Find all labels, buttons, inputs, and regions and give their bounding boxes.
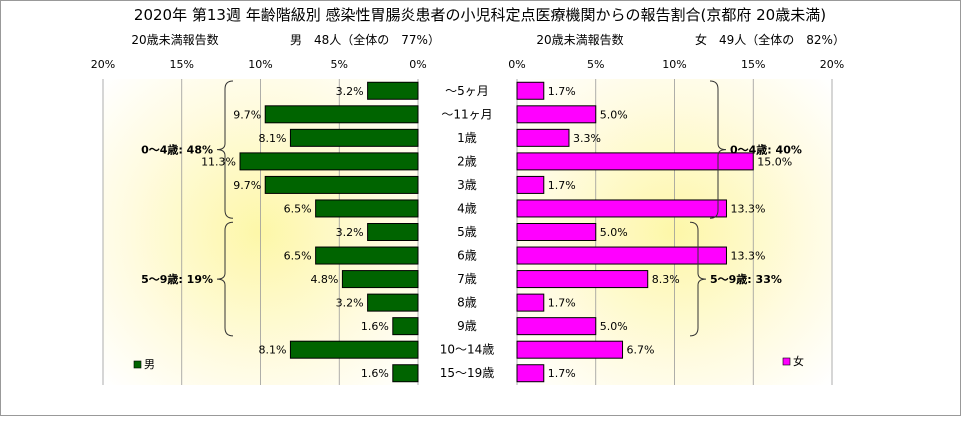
right-group-label: 5～9歳: 33% bbox=[710, 272, 782, 286]
male-data-label: 6.5% bbox=[284, 202, 312, 215]
male-data-label: 1.6% bbox=[361, 320, 389, 333]
legend-female-label: 女 bbox=[793, 354, 804, 368]
right-tick-label: 10% bbox=[662, 58, 686, 71]
right-group-brace bbox=[709, 80, 727, 219]
left-tick-label: 10% bbox=[248, 58, 272, 71]
left-tick-label: 5% bbox=[331, 58, 348, 71]
female-data-label: 1.7% bbox=[548, 179, 576, 192]
female-data-label: 3.3% bbox=[573, 132, 601, 145]
male-bar bbox=[315, 246, 419, 265]
female-bar bbox=[516, 175, 545, 194]
male-data-label: 1.6% bbox=[361, 367, 389, 380]
male-bar bbox=[341, 270, 419, 289]
category-label: ～5ヶ月 bbox=[445, 84, 489, 98]
female-bar bbox=[516, 223, 597, 241]
legend-male-label: 男 bbox=[144, 358, 155, 371]
female-data-label: 5.0% bbox=[600, 320, 628, 333]
male-data-label: 8.1% bbox=[258, 132, 286, 145]
category-label: 2歳 bbox=[457, 154, 477, 168]
female-data-label: 15.0% bbox=[757, 155, 792, 168]
legend-male-swatch bbox=[133, 360, 142, 369]
female-data-label: 5.0% bbox=[600, 226, 628, 239]
right-tick-label: 20% bbox=[820, 58, 844, 71]
male-bar bbox=[367, 223, 419, 241]
male-data-label: 9.7% bbox=[233, 108, 261, 121]
male-data-label: 3.2% bbox=[336, 297, 364, 310]
right-group-brace bbox=[689, 221, 707, 337]
female-bar bbox=[516, 128, 570, 147]
female-data-label: 1.7% bbox=[548, 297, 576, 310]
female-data-label: 13.3% bbox=[730, 202, 765, 215]
female-bar bbox=[516, 81, 545, 100]
right-tick-label: 5% bbox=[587, 58, 604, 71]
left-summary: 男 48人（全体の 77%） bbox=[290, 32, 440, 47]
chart-title: 2020年 第13週 年齢階級別 感染性胃腸炎患者の小児科定点医療機関からの報告… bbox=[134, 6, 826, 24]
category-label: 6歳 bbox=[457, 249, 477, 263]
female-data-label: 1.7% bbox=[548, 367, 576, 380]
female-data-label: 6.7% bbox=[627, 344, 655, 357]
male-bar bbox=[239, 152, 419, 171]
male-data-label: 9.7% bbox=[233, 179, 261, 192]
male-bar bbox=[367, 81, 419, 100]
left-group-label: 5～9歳: 19% bbox=[141, 272, 213, 286]
right-tick-label: 0% bbox=[508, 58, 525, 71]
male-bar bbox=[315, 199, 419, 218]
male-data-label: 8.1% bbox=[258, 344, 286, 357]
female-bar bbox=[516, 199, 727, 218]
male-bar bbox=[289, 340, 419, 359]
male-data-label: 3.2% bbox=[336, 85, 364, 98]
male-data-label: 3.2% bbox=[336, 226, 364, 239]
category-label: 4歳 bbox=[457, 201, 477, 215]
right-tick-label: 15% bbox=[741, 58, 765, 71]
category-label: ～11ヶ月 bbox=[441, 107, 492, 121]
female-data-label: 8.3% bbox=[652, 273, 680, 286]
right-axis-header: 20歳未満報告数 bbox=[536, 32, 623, 47]
category-label: 8歳 bbox=[457, 296, 477, 310]
category-label: 7歳 bbox=[457, 272, 477, 286]
left-tick-label: 20% bbox=[91, 58, 115, 71]
female-bar bbox=[516, 105, 597, 124]
female-bar bbox=[516, 293, 545, 312]
right-group-label: 0～4歳: 40% bbox=[730, 143, 802, 157]
legend-female-swatch bbox=[782, 357, 791, 366]
male-data-label: 11.3% bbox=[201, 155, 236, 168]
category-label: 15～19歳 bbox=[440, 366, 495, 380]
female-bar bbox=[516, 270, 649, 289]
male-bar bbox=[367, 293, 419, 312]
category-label: 10～14歳 bbox=[440, 343, 495, 357]
female-bar bbox=[516, 246, 727, 265]
left-group-brace bbox=[216, 80, 234, 219]
right-summary: 女 49人（全体の 82%） bbox=[695, 32, 845, 47]
female-bar bbox=[516, 364, 545, 383]
female-data-label: 1.7% bbox=[548, 85, 576, 98]
female-data-label: 5.0% bbox=[600, 108, 628, 121]
left-axis-header: 20歳未満報告数 bbox=[131, 32, 218, 47]
category-label: 1歳 bbox=[457, 131, 477, 145]
male-data-label: 4.8% bbox=[310, 273, 338, 286]
male-bar bbox=[264, 105, 419, 124]
left-group-brace bbox=[216, 221, 234, 337]
female-data-label: 13.3% bbox=[730, 250, 765, 263]
male-bar bbox=[289, 128, 419, 147]
female-bar bbox=[516, 152, 754, 171]
male-bar bbox=[392, 364, 419, 383]
male-data-label: 6.5% bbox=[284, 250, 312, 263]
left-tick-label: 0% bbox=[409, 58, 426, 71]
category-label: 9歳 bbox=[457, 319, 477, 333]
male-bar bbox=[264, 175, 419, 194]
female-bar bbox=[516, 340, 624, 359]
category-label: 3歳 bbox=[457, 178, 477, 192]
female-bar bbox=[516, 317, 597, 336]
male-bar bbox=[392, 317, 419, 336]
category-label: 5歳 bbox=[457, 225, 477, 239]
left-tick-label: 15% bbox=[170, 58, 194, 71]
left-group-label: 0～4歳: 48% bbox=[141, 143, 213, 157]
